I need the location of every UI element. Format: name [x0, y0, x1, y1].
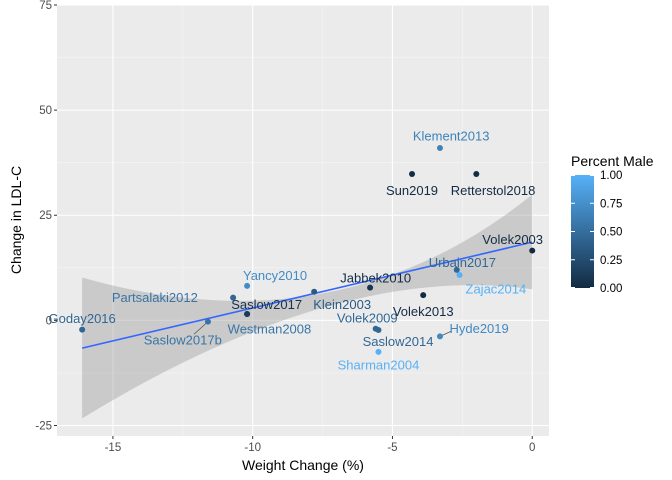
data-point: [420, 292, 427, 299]
legend-tick-label: 1.00: [600, 170, 622, 182]
point-label: Westman2008: [228, 322, 312, 337]
y-tick-label: 50: [39, 105, 52, 117]
data-points: [79, 144, 536, 355]
major-gridlines: [57, 4, 549, 436]
minor-gridlines: [57, 5, 549, 436]
x-tick-label: 0: [529, 442, 535, 454]
y-tick-label: -25: [35, 420, 52, 432]
y-tick-label: 75: [39, 0, 52, 12]
point-label: Sun2019: [386, 183, 438, 198]
point-label: Sharman2004: [338, 357, 420, 372]
x-tick-label: -10: [244, 442, 261, 454]
x-axis-title: Weight Change (%): [242, 457, 364, 473]
y-tick-label: 0: [46, 315, 52, 327]
label-connector: [193, 321, 209, 335]
regression-line: [81, 241, 533, 349]
data-point: [244, 282, 251, 289]
legend-colorbar: [571, 175, 594, 288]
data-point: [311, 288, 318, 295]
point-label: Volek2013: [393, 304, 454, 319]
plot-panel: [57, 5, 549, 436]
y-axis-title: Change in LDL-C: [8, 166, 24, 274]
point-label: Klein2003: [313, 297, 371, 312]
point-label: Retterstol2018: [451, 183, 536, 198]
data-point: [473, 171, 480, 178]
data-point: [79, 326, 86, 333]
confidence-band: [82, 194, 533, 419]
point-label: Urbain2017: [429, 255, 496, 270]
legend: Percent Male 0.00 0.25 0.50 0.75 1.00: [571, 153, 654, 295]
point-label: Klement2013: [413, 129, 490, 144]
x-tick-label: -15: [105, 442, 122, 454]
point-label: Jabbek2010: [340, 270, 411, 285]
point-label: Zajac2014: [466, 282, 527, 297]
point-label: Saslow2014: [363, 334, 434, 349]
data-point: [375, 327, 382, 334]
point-label: Partsalaki2012: [112, 290, 198, 305]
legend-tick-label: 0.75: [600, 198, 622, 210]
point-label: Hyde2019: [449, 321, 508, 336]
data-point: [529, 247, 536, 254]
data-point: [456, 271, 463, 278]
y-axis-ticks: -25 0 25 50 75: [35, 0, 57, 432]
point-label: Saslow2017b: [144, 333, 222, 348]
legend-tick-label: 0.50: [600, 227, 622, 239]
legend-ticks: 0.00 0.25 0.50 0.75 1.00: [571, 170, 622, 295]
data-point: [244, 311, 251, 318]
x-axis-ticks: -15 -10 -5 0: [105, 436, 535, 454]
legend-title: Percent Male: [571, 153, 654, 169]
data-point: [436, 333, 443, 340]
point-label: Yancy2010: [243, 268, 307, 283]
y-tick-label: 25: [39, 210, 52, 222]
point-label: Volek2009: [337, 310, 398, 325]
legend-tick-label: 0.25: [600, 255, 622, 267]
data-point: [436, 144, 443, 151]
point-labels: Goday2016 Partsalaki2012 Saslow2017b Yancy2…: [49, 129, 543, 373]
legend-tick-label: 0.00: [600, 283, 622, 295]
data-point: [204, 318, 211, 325]
x-tick-label: -5: [387, 442, 397, 454]
point-label: Goday2016: [49, 311, 116, 326]
point-label: Volek2003: [482, 232, 543, 247]
data-point: [367, 284, 374, 291]
confidence-band-area: [82, 194, 533, 419]
data-point: [409, 171, 416, 178]
data-point: [453, 266, 460, 273]
data-point: [375, 348, 382, 355]
data-point: [230, 294, 237, 301]
point-label: Saslow2017: [231, 297, 302, 312]
regression-line-group: [81, 241, 533, 349]
